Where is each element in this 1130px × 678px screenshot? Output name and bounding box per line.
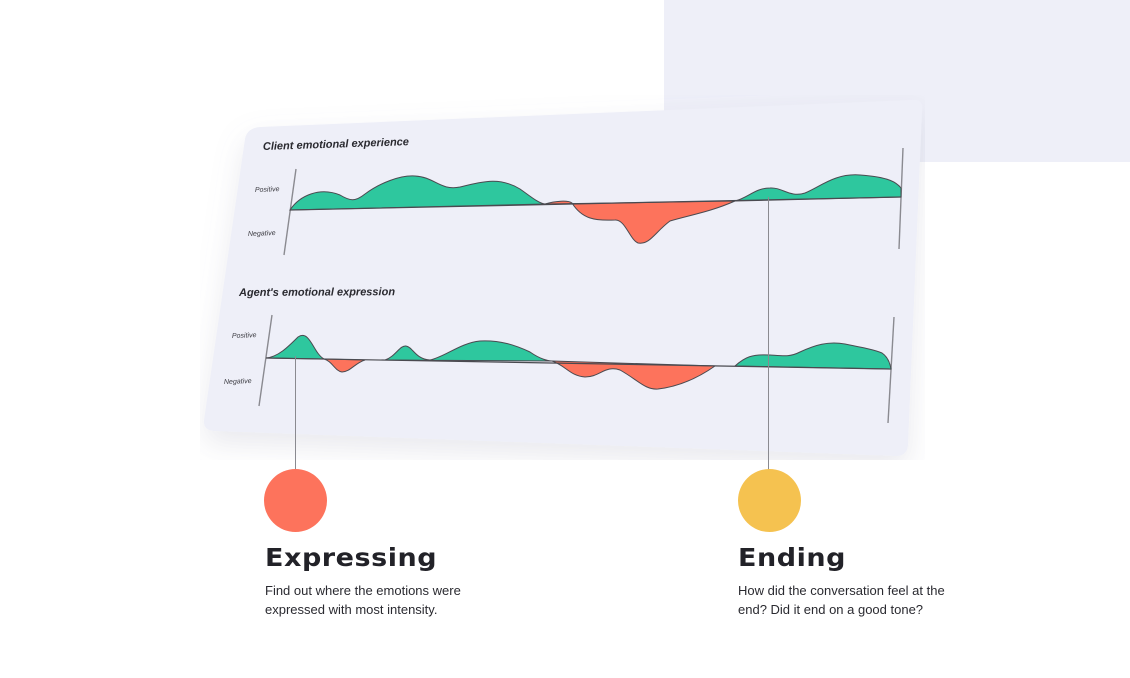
panel-title-client: Client emotional experience — [263, 136, 409, 153]
ending-title: Ending — [738, 543, 847, 572]
positive-area-agent-2 — [384, 340, 553, 362]
y-axis-start-agent — [258, 314, 273, 407]
ending-dot — [738, 469, 801, 532]
y-axis-end-client — [898, 147, 904, 250]
axis-label-negative-client: Negative — [248, 230, 276, 238]
positive-area-agent-3 — [733, 342, 892, 370]
positive-area-client-1 — [289, 175, 546, 211]
card-background — [203, 99, 923, 456]
expressing-description: Find out where the emotions were express… — [265, 583, 461, 617]
axis-label-positive-client: Positive — [255, 186, 280, 194]
ending-description: How did the conversation feel at the end… — [738, 583, 945, 617]
connector-line-expressing — [295, 356, 296, 470]
negative-area-agent-1 — [323, 358, 366, 373]
expressing-title: Expressing — [265, 543, 438, 572]
baseline-client — [289, 196, 902, 211]
axis-label-positive-agent: Positive — [232, 332, 257, 340]
connector-line-ending — [768, 197, 769, 470]
positive-area-client-2 — [734, 174, 902, 202]
y-axis-end-agent — [887, 316, 895, 424]
emotion-chart-card: Client emotional experience Positive Neg… — [200, 95, 925, 460]
panel-title-agent: Agent's emotional expression — [238, 286, 395, 299]
baseline-agent — [265, 357, 892, 370]
y-axis-start-client — [283, 168, 297, 256]
emotion-chart-svg: Client emotional experience Positive Neg… — [203, 99, 923, 456]
axis-label-negative-agent: Negative — [224, 378, 252, 386]
negative-area-agent-2 — [551, 360, 717, 390]
positive-area-agent-1 — [265, 334, 325, 360]
expressing-dot — [264, 469, 327, 532]
negative-area-client — [544, 200, 736, 244]
